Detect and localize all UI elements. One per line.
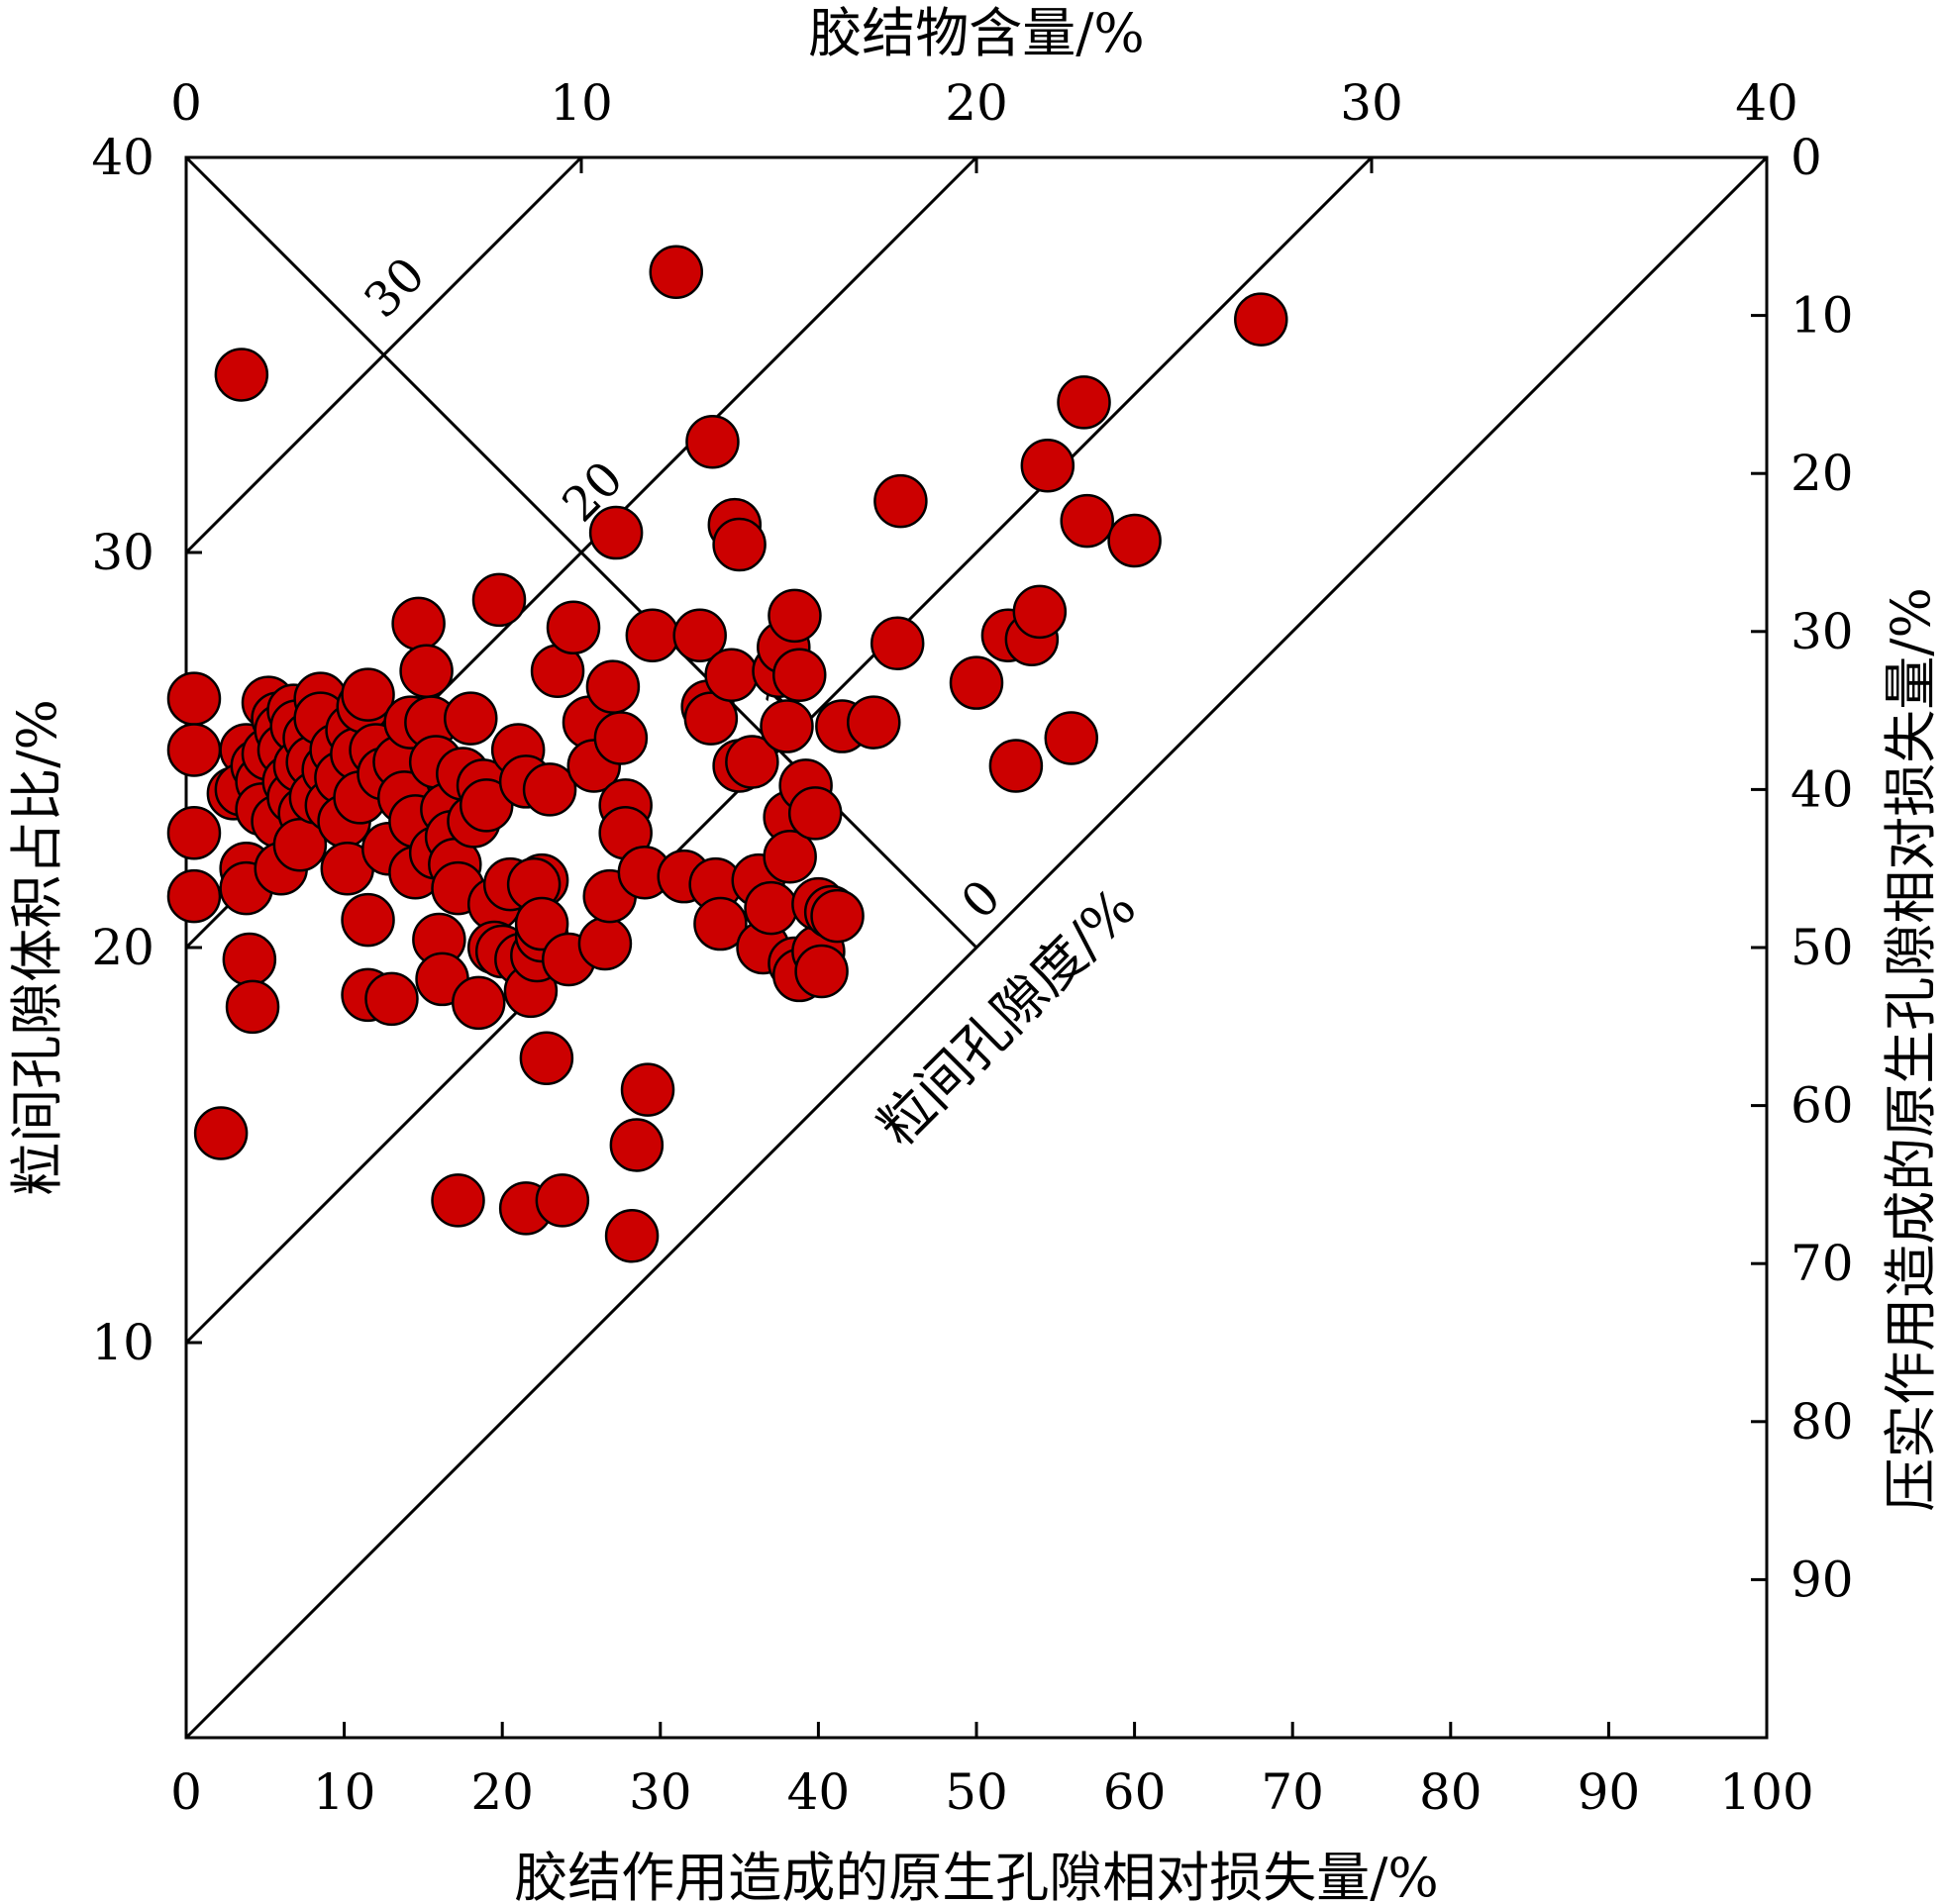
data-point — [744, 880, 798, 936]
data-point — [1020, 438, 1075, 493]
data-point — [873, 473, 928, 529]
top-tick-label: 40 — [1735, 74, 1798, 132]
data-point — [685, 415, 740, 469]
bottom-axis-title: 胶结作用造成的原生孔隙相对损失量/% — [514, 1847, 1439, 1904]
data-point — [988, 739, 1044, 793]
data-point — [391, 596, 446, 651]
data-point — [794, 944, 849, 999]
data-point — [712, 517, 767, 572]
data-point — [810, 888, 865, 944]
bottom-tick-label: 70 — [1261, 1763, 1324, 1821]
data-point — [704, 648, 759, 702]
data-point — [1044, 711, 1099, 765]
right-tick-label: 80 — [1791, 1393, 1854, 1451]
top-tick-label: 20 — [945, 74, 1008, 132]
left-tick-label: 30 — [91, 524, 154, 581]
data-point — [1234, 292, 1288, 347]
bottom-tick-label: 0 — [170, 1763, 202, 1821]
bottom-tick-label: 60 — [1103, 1763, 1167, 1821]
data-point — [214, 348, 269, 402]
data-point — [768, 588, 822, 644]
top-axis-title: 胶结物含量/% — [808, 2, 1145, 64]
right-tick-label: 30 — [1791, 603, 1854, 660]
data-point — [760, 699, 814, 753]
data-point — [577, 916, 633, 971]
data-point — [431, 1173, 485, 1228]
right-axis-title: 压实作用造成的原生孔隙相对损失量/% — [1880, 587, 1942, 1512]
data-point — [522, 762, 577, 817]
data-point — [166, 671, 222, 726]
data-point — [847, 695, 901, 750]
data-points — [166, 245, 1288, 1263]
data-point — [1107, 513, 1162, 568]
bottom-tick-label: 80 — [1419, 1763, 1483, 1821]
data-point — [1057, 375, 1111, 430]
data-point — [222, 932, 277, 987]
data-point — [399, 644, 454, 698]
data-point — [649, 245, 704, 299]
data-point — [341, 667, 395, 722]
data-point — [166, 723, 222, 777]
right-tick-label: 20 — [1791, 445, 1854, 502]
bottom-tick-label: 100 — [1719, 1763, 1813, 1821]
left-tick-label: 20 — [91, 919, 154, 976]
left-tick-label: 10 — [91, 1314, 154, 1371]
data-point — [949, 655, 1004, 710]
data-point — [225, 979, 280, 1035]
bottom-tick-label: 40 — [787, 1763, 851, 1821]
data-point — [341, 892, 395, 948]
right-tick-label: 0 — [1791, 129, 1822, 186]
data-point — [519, 1031, 574, 1085]
data-point — [771, 648, 827, 702]
data-point — [444, 691, 498, 746]
top-tick-label: 0 — [170, 74, 202, 132]
bottom-tick-label: 20 — [470, 1763, 534, 1821]
left-tick-label: 40 — [91, 129, 154, 186]
right-tick-label: 90 — [1791, 1551, 1854, 1608]
data-point — [593, 711, 649, 765]
data-point — [870, 616, 925, 671]
bottom-tick-label: 50 — [945, 1763, 1008, 1821]
axis-ticks — [184, 155, 1769, 1738]
data-point — [787, 786, 843, 841]
data-point — [604, 1209, 660, 1263]
porosity-line — [184, 155, 978, 950]
data-point — [1060, 493, 1114, 549]
bottom-tick-label: 30 — [629, 1763, 692, 1821]
data-point — [620, 1062, 675, 1117]
data-point — [763, 829, 817, 884]
plot-frame — [184, 155, 1769, 1740]
data-point — [364, 971, 419, 1027]
left-axis-title: 粒间孔隙体积占比/% — [6, 699, 68, 1196]
top-tick-label: 30 — [1340, 74, 1403, 132]
right-tick-label: 60 — [1791, 1077, 1854, 1135]
data-point — [609, 1118, 665, 1172]
data-point — [625, 608, 680, 663]
data-point — [166, 806, 222, 860]
data-point — [193, 1106, 249, 1160]
right-tick-label: 40 — [1791, 760, 1854, 818]
data-point — [459, 778, 514, 833]
data-point — [471, 572, 527, 628]
bottom-tick-label: 10 — [313, 1763, 376, 1821]
data-point — [588, 505, 644, 560]
data-point — [166, 868, 222, 924]
data-point — [535, 1173, 590, 1228]
data-point — [693, 896, 748, 952]
data-point — [452, 975, 506, 1031]
data-point — [1012, 584, 1068, 640]
top-tick-label: 10 — [550, 74, 613, 132]
data-point — [683, 691, 739, 746]
data-point — [546, 600, 601, 655]
right-tick-label: 10 — [1791, 287, 1854, 345]
data-point — [585, 659, 641, 714]
data-point — [725, 735, 779, 789]
data-point — [672, 608, 727, 663]
bottom-tick-label: 90 — [1578, 1763, 1641, 1821]
right-tick-label: 70 — [1791, 1235, 1854, 1292]
right-tick-label: 50 — [1791, 919, 1854, 976]
